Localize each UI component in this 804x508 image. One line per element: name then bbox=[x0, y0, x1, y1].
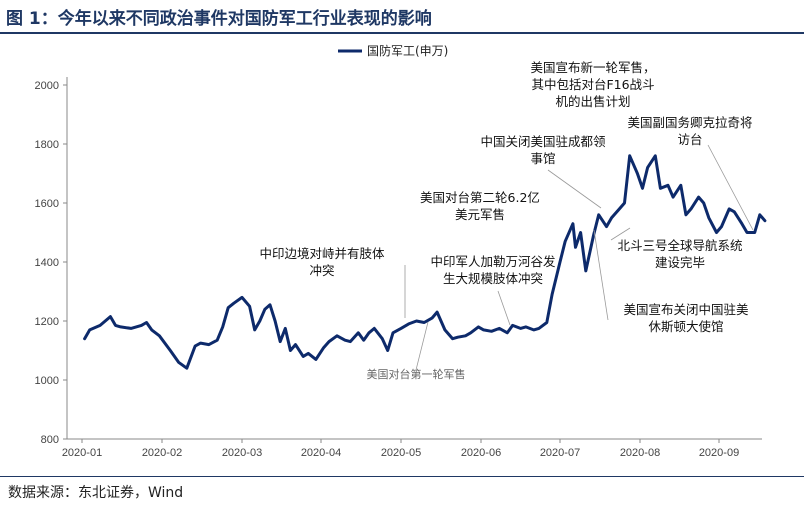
title-rule bbox=[0, 32, 804, 34]
annotation-line: 美国宣布关闭中国驻美 bbox=[623, 302, 748, 317]
annotation-line: 美国对台第二轮6.2亿 bbox=[420, 190, 540, 205]
annotation-line: 美国副国务卿克拉奇将 bbox=[627, 115, 752, 130]
annotation-line: 机的出售计划 bbox=[555, 94, 630, 109]
annotation-label: 中印军人加勒万河谷发生大规模肢体冲突 bbox=[430, 254, 556, 286]
x-tick-label: 2020-09 bbox=[699, 447, 739, 459]
annotation-label: 中国关闭美国驻成都领事馆 bbox=[480, 134, 606, 166]
annotation-label: 中印边境对峙并有肢体冲突 bbox=[259, 246, 385, 278]
annotation-line: 冲突 bbox=[309, 263, 334, 278]
annotation-leader bbox=[707, 144, 754, 231]
annotation-label: 美国对台第二轮6.2亿美元军售 bbox=[420, 190, 540, 222]
y-tick-label: 1600 bbox=[35, 198, 59, 210]
annotation-label: 美国副国务卿克拉奇将访台 bbox=[627, 115, 752, 147]
y-tick-label: 800 bbox=[41, 434, 59, 446]
annotation-leader bbox=[415, 321, 429, 371]
annotation-line: 北斗三号全球导航系统 bbox=[617, 238, 742, 253]
source-note: 数据来源：东北证券，Wind bbox=[8, 485, 184, 501]
annotation-line: 中印边境对峙并有肢体 bbox=[259, 246, 385, 261]
annotation-label: 美国宣布新一轮军售， 其中包括对台F16战斗机的出售计划 bbox=[530, 60, 655, 109]
annotation-line: 事馆 bbox=[530, 151, 555, 166]
y-tick-label: 1200 bbox=[35, 316, 59, 328]
x-tick-label: 2020-07 bbox=[540, 447, 580, 459]
x-tick-label: 2020-02 bbox=[142, 447, 182, 459]
annotation-line: 中国关闭美国驻成都领 bbox=[480, 134, 606, 149]
y-tick-label: 2000 bbox=[35, 80, 59, 92]
annotation-line: 生大规模肢体冲突 bbox=[443, 271, 543, 286]
y-tick-label: 1000 bbox=[35, 375, 59, 387]
annotation-leader bbox=[610, 227, 631, 241]
annotation-leader bbox=[593, 229, 609, 321]
annotation-line: 建设完毕 bbox=[655, 255, 705, 270]
x-tick-label: 2020-08 bbox=[620, 447, 660, 459]
source-rule bbox=[0, 476, 804, 477]
x-tick-label: 2020-05 bbox=[381, 447, 421, 459]
x-tick-label: 2020-03 bbox=[222, 447, 262, 459]
annotation-line: 美元军售 bbox=[455, 207, 505, 222]
y-tick-label: 1800 bbox=[35, 139, 59, 151]
series-line bbox=[83, 154, 767, 370]
x-tick-label: 2020-01 bbox=[62, 447, 102, 459]
annotation-label: 北斗三号全球导航系统建设完毕 bbox=[617, 238, 742, 270]
annotation-label: 美国对台第一轮军售 bbox=[367, 367, 466, 381]
annotation-line: 美国对台第一轮军售 bbox=[367, 367, 466, 381]
annotation-line: 美国宣布新一轮军售， bbox=[530, 60, 655, 75]
annotation-line: 访台 bbox=[677, 132, 702, 147]
legend-label: 国防军工(申万) bbox=[367, 43, 448, 58]
annotation-leader bbox=[497, 290, 511, 326]
annotation-line: 休斯顿大使馆 bbox=[648, 319, 723, 334]
annotation-label: 美国宣布关闭中国驻美休斯顿大使馆 bbox=[623, 302, 748, 334]
y-tick-label: 1400 bbox=[35, 257, 59, 269]
annotation-line: 其中包括对台F16战斗 bbox=[531, 77, 654, 92]
x-tick-label: 2020-06 bbox=[461, 447, 501, 459]
x-tick-label: 2020-04 bbox=[301, 447, 341, 459]
annotation-leader bbox=[547, 169, 602, 209]
figure-title: 图 1：今年以来不同政治事件对国防军工行业表现的影响 bbox=[6, 9, 432, 29]
annotation-line: 中印军人加勒万河谷发 bbox=[430, 254, 556, 269]
